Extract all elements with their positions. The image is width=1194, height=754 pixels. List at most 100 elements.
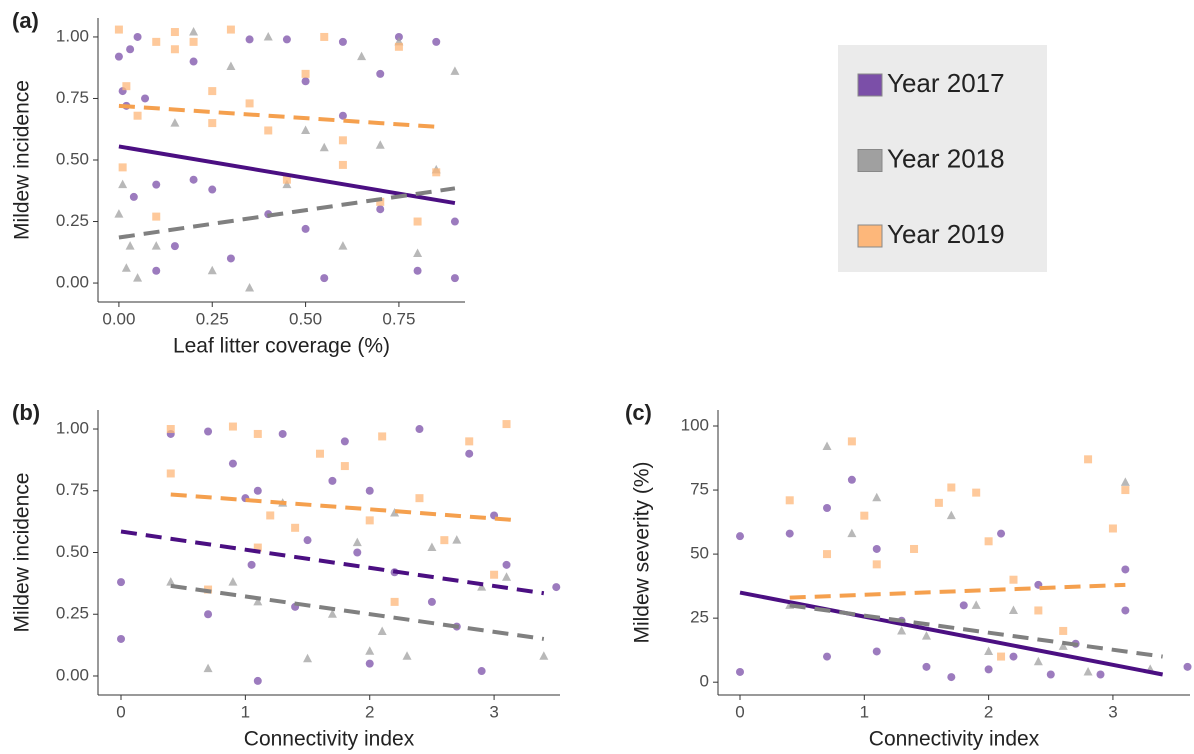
- point: [984, 665, 993, 674]
- point: [125, 241, 135, 250]
- point: [126, 45, 135, 54]
- y-tick-label: 1.00: [56, 26, 89, 45]
- y-tick-label: 0.50: [56, 542, 89, 561]
- x-tick-label: 0.50: [289, 309, 322, 328]
- x-tick-label: 2: [984, 702, 993, 721]
- point: [245, 35, 254, 44]
- legend-label: Year 2019: [887, 219, 1005, 249]
- point: [152, 266, 161, 275]
- point: [301, 77, 310, 86]
- x-axis-label: Connectivity index: [244, 728, 415, 751]
- x-tick-label: 3: [1108, 702, 1117, 721]
- point: [1096, 670, 1105, 679]
- point: [118, 179, 128, 189]
- point: [141, 94, 150, 103]
- point: [301, 224, 310, 233]
- panel-label: (c): [625, 400, 652, 425]
- point: [114, 52, 123, 61]
- point: [338, 111, 347, 120]
- point: [465, 437, 474, 446]
- point: [1034, 606, 1043, 615]
- point: [440, 536, 449, 545]
- y-axis-label: Mildew severity (%): [631, 461, 654, 643]
- point: [114, 25, 123, 34]
- y-tick-label: 0: [700, 672, 709, 691]
- point: [1121, 606, 1130, 615]
- point: [477, 582, 487, 591]
- trend-line: [789, 603, 1163, 659]
- y-axis-label: Mildew incidence: [11, 80, 34, 240]
- point: [338, 136, 347, 145]
- y-tick-label: 0.50: [56, 149, 89, 168]
- point: [502, 560, 511, 569]
- x-tick-label: 0.00: [102, 309, 135, 328]
- point: [228, 459, 237, 468]
- point: [390, 597, 399, 606]
- point: [338, 160, 347, 169]
- y-tick-label: 0.75: [56, 88, 89, 107]
- point: [319, 142, 329, 152]
- point: [208, 87, 217, 96]
- point: [278, 429, 287, 438]
- point: [477, 667, 486, 676]
- point: [263, 31, 273, 41]
- y-tick-label: 25: [690, 608, 709, 627]
- point: [552, 583, 561, 592]
- point: [847, 437, 856, 446]
- x-axis-label: Connectivity index: [869, 728, 1040, 751]
- point: [413, 266, 422, 275]
- point: [365, 486, 374, 495]
- point: [327, 609, 337, 618]
- point: [114, 209, 124, 218]
- legend-swatch: [857, 149, 883, 172]
- legend-label: Year 2018: [887, 143, 1005, 173]
- point: [997, 529, 1006, 538]
- point: [823, 503, 832, 512]
- point: [166, 425, 175, 434]
- point: [352, 537, 362, 547]
- point: [253, 543, 262, 552]
- point: [152, 37, 161, 46]
- point: [377, 626, 387, 636]
- point: [170, 118, 180, 127]
- panel-label: (a): [12, 8, 39, 33]
- point: [338, 241, 348, 250]
- point: [245, 282, 255, 292]
- point: [785, 496, 794, 505]
- point: [207, 265, 217, 275]
- point: [122, 82, 131, 91]
- point: [910, 544, 919, 553]
- point: [490, 570, 499, 579]
- point: [266, 511, 275, 520]
- point: [1083, 666, 1093, 676]
- point: [320, 274, 329, 283]
- point: [539, 651, 549, 660]
- point: [117, 578, 126, 587]
- point: [203, 663, 213, 673]
- point: [413, 217, 422, 226]
- point: [226, 254, 235, 263]
- point: [847, 528, 857, 538]
- point: [823, 550, 832, 559]
- point: [118, 163, 127, 172]
- point: [1009, 652, 1018, 661]
- point: [208, 185, 217, 194]
- point: [152, 180, 161, 189]
- point: [245, 99, 254, 108]
- point: [1008, 605, 1018, 614]
- point: [872, 492, 882, 502]
- point: [860, 511, 869, 520]
- point: [465, 449, 474, 458]
- point: [353, 548, 362, 557]
- point: [1059, 626, 1068, 635]
- point: [897, 625, 907, 635]
- point: [922, 662, 931, 671]
- point: [301, 125, 311, 134]
- x-axis-label: Leaf litter coverage (%): [173, 335, 390, 358]
- point: [320, 32, 329, 41]
- point: [1120, 477, 1130, 486]
- x-tick-label: 1: [860, 702, 869, 721]
- point: [432, 37, 441, 46]
